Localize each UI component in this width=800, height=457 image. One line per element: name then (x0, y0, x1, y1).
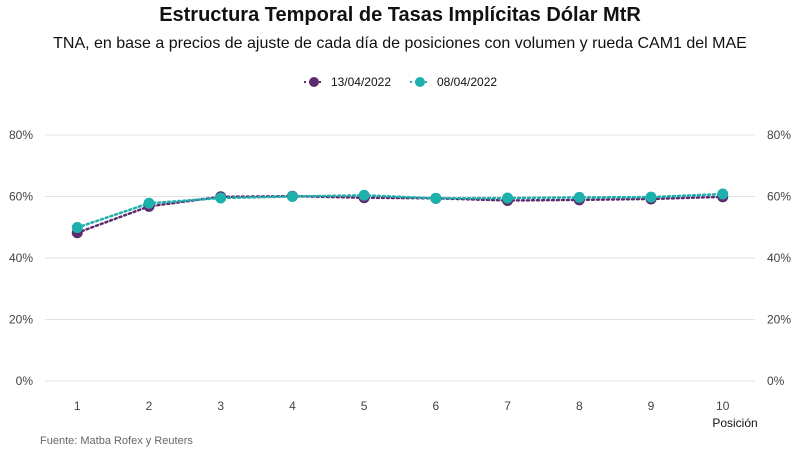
legend-item-series-1: 13/04/2022 (303, 75, 391, 89)
x-tick-label: 4 (289, 399, 296, 413)
y-tick-label-right: 0% (767, 374, 785, 388)
data-point (71, 222, 83, 234)
y-tick-label-right: 80% (767, 128, 791, 142)
y-tick-label-left: 40% (9, 251, 33, 265)
gridlines (45, 134, 755, 382)
series-line-2 (76, 192, 724, 229)
data-point (430, 192, 442, 204)
y-tick-label-right: 20% (767, 313, 791, 327)
y-tick-label-left: 80% (9, 128, 33, 142)
data-point (215, 192, 227, 204)
chart-subtitle: TNA, en base a precios de ajuste de cada… (53, 35, 747, 52)
legend-label-series-1: 13/04/2022 (330, 75, 391, 89)
data-point (573, 191, 585, 203)
x-tick-label: 8 (576, 399, 583, 413)
x-axis: 1 2 3 4 5 6 7 8 9 10 (74, 399, 730, 413)
data-point (645, 191, 657, 203)
x-tick-label: 6 (433, 399, 440, 413)
series-group (71, 188, 729, 239)
x-axis-title: Posición (712, 416, 757, 430)
legend-key-series-1 (303, 77, 324, 87)
x-tick-label: 5 (361, 399, 368, 413)
data-point (502, 192, 514, 204)
chart-title: Estructura Temporal de Tasas Implícitas … (159, 4, 641, 26)
x-tick-label: 7 (504, 399, 511, 413)
legend: 13/04/2022 08/04/2022 (0, 75, 800, 89)
y-tick-label-left: 60% (9, 190, 33, 204)
y-tick-label-right: 60% (767, 190, 791, 204)
data-point (717, 188, 729, 200)
data-point (286, 191, 298, 202)
x-tick-label: 2 (146, 399, 153, 413)
legend-key-series-2 (410, 77, 430, 87)
series-2 (71, 188, 729, 234)
y-axis-right: 0% 20% 40% 60% 80% (767, 128, 791, 388)
y-tick-label-left: 20% (9, 313, 33, 327)
y-axis-left: 0% 20% 40% 60% 80% (9, 128, 33, 388)
x-tick-label: 9 (648, 399, 655, 413)
source-note: Fuente: Matba Rofex y Reuters (40, 435, 193, 447)
y-tick-label-right: 40% (767, 251, 791, 265)
legend-item-series-2: 08/04/2022 (409, 75, 497, 89)
y-tick-label-left: 0% (16, 374, 34, 388)
x-tick-label: 3 (217, 399, 224, 413)
x-tick-label: 1 (74, 399, 81, 413)
data-point (358, 189, 370, 201)
x-tick-label: 10 (716, 399, 730, 413)
legend-label-series-2: 08/04/2022 (437, 75, 498, 89)
data-point (143, 197, 155, 209)
